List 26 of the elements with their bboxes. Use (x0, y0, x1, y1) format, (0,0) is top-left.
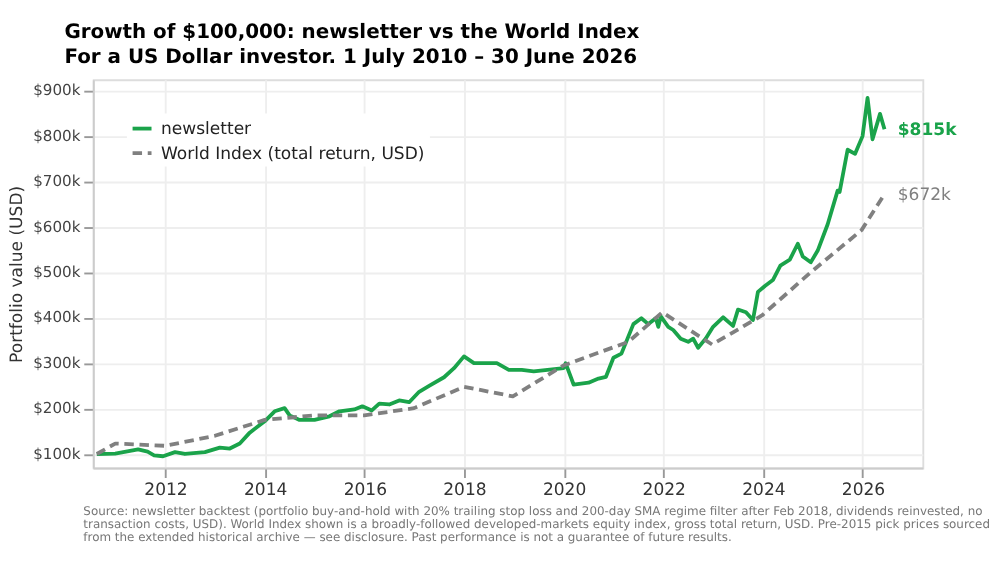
y-tick-label: $500k (33, 263, 82, 282)
y-tick-label: $100k (33, 444, 82, 463)
y-tick-label: $400k (33, 308, 82, 327)
x-tick-label: 2022 (642, 481, 686, 502)
y-tick-label: $200k (33, 399, 82, 418)
legend-label: newsletter (160, 120, 253, 141)
x-tick-label: 2018 (443, 481, 487, 502)
annotation: $815k (897, 120, 958, 141)
x-tick-label: 2014 (243, 481, 288, 502)
y-tick-label: $900k (33, 81, 82, 100)
y-tick-label: $700k (33, 172, 82, 191)
y-tick-label: $600k (33, 217, 82, 236)
x-tick-label: 2024 (742, 481, 786, 502)
x-tick-label: 2026 (841, 481, 886, 502)
y-tick-label: $300k (33, 353, 82, 372)
legend-label: World Index (total return, USD) (160, 144, 425, 165)
chart-subtitle: For a US Dollar investor. 1 July 2010 – 30 June 2026 (64, 47, 638, 70)
x-tick-label: 2016 (343, 481, 387, 502)
x-tick-label: 2020 (542, 481, 587, 502)
y-axis-title: Portfolio value (USD) (7, 185, 28, 363)
chart-title: Growth of $100,000: newsletter vs the World Index (64, 21, 641, 44)
x-tick-label: 2012 (144, 481, 188, 502)
y-tick-label: $800k (33, 126, 82, 145)
line-series (94, 96, 887, 459)
line-series (94, 192, 887, 456)
annotation: $672k (897, 185, 952, 206)
